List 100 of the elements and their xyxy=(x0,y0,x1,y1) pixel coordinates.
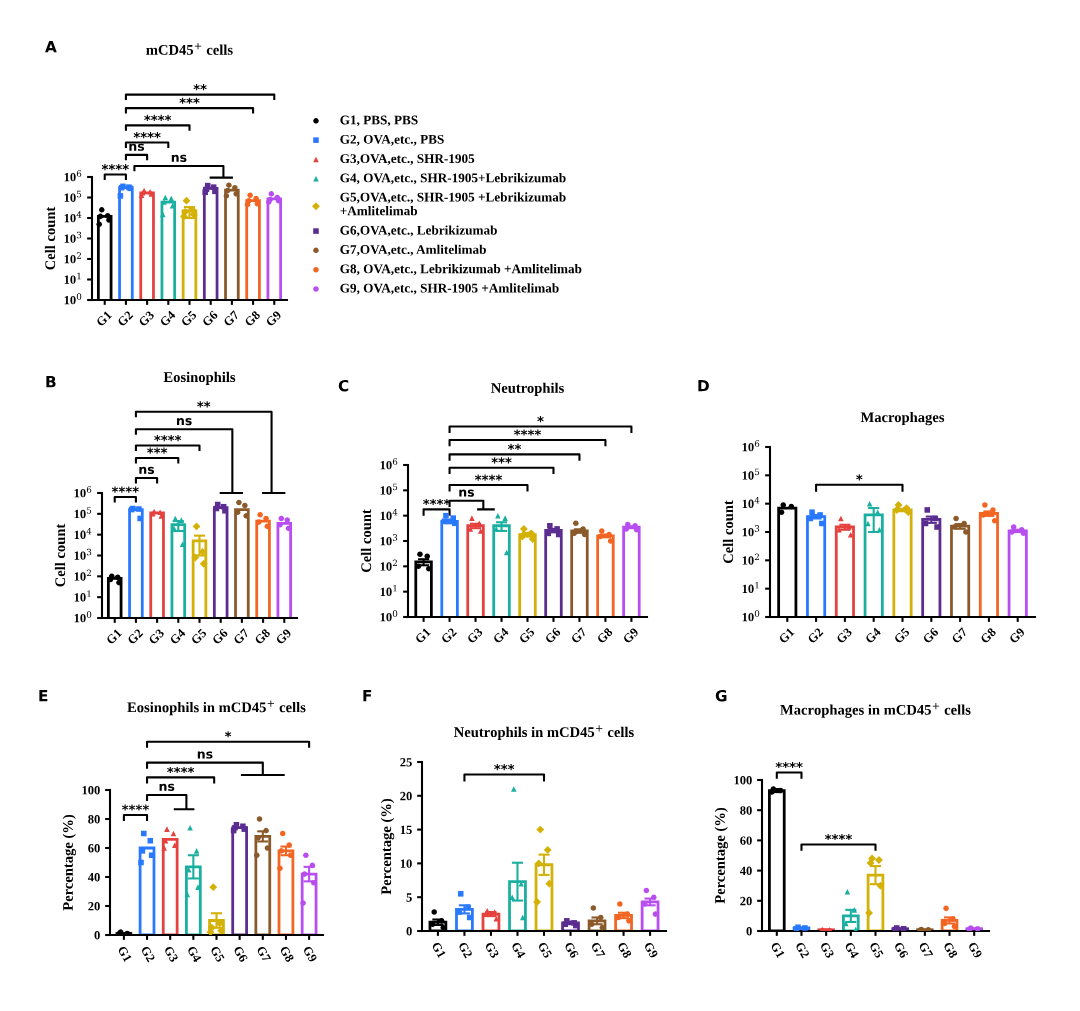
text: A xyxy=(45,41,57,53)
y-tick-label: 20 xyxy=(88,902,100,911)
y-tick-label: 10$^{1}$ xyxy=(74,590,91,602)
x-tick-label: G6 xyxy=(211,628,229,645)
legend-label: G7,OVA,etc., Amlitelimab xyxy=(340,244,486,256)
y-tick-label: 80 xyxy=(740,806,752,815)
x-tick-label: G8 xyxy=(254,628,271,645)
x-tick-label: G9 xyxy=(622,627,639,644)
text: **** xyxy=(101,164,129,171)
x-tick-label: G5 xyxy=(537,941,553,959)
x-tick-label: G4 xyxy=(159,310,176,327)
y-tick-label: 40 xyxy=(739,866,752,876)
text: *** xyxy=(179,97,200,104)
x-tick-label: G6 xyxy=(922,627,939,644)
y-tick-label: 10$^{3}$ xyxy=(380,534,398,546)
x-tick-label: G1 xyxy=(770,941,786,959)
legend-label: G5,OVA,etc., SHR-1905 +Lebrikizumab +Amlitelimab xyxy=(340,192,566,216)
chart-title: Neutrophils xyxy=(491,382,564,396)
x-tick-label: G5 xyxy=(893,627,911,644)
y-tick-label: 10$^{5}$ xyxy=(742,468,760,480)
x-tick-label: G6 xyxy=(544,627,562,644)
legend-label: G6,OVA,etc., Lebrikizumab xyxy=(340,225,497,237)
y-tick-label: 10$^{0}$ xyxy=(74,611,92,623)
text: *** xyxy=(147,447,168,454)
y-axis-title: Cell count xyxy=(360,509,372,573)
x-tick-label: G6 xyxy=(201,310,219,327)
y-tick-label: 10$^{2}$ xyxy=(74,569,91,581)
annotation: **** xyxy=(121,804,149,811)
x-tick-label: G6 xyxy=(893,941,909,959)
x-tick-label: G7 xyxy=(256,945,272,963)
chart-title: mCD45$^{+}$ cells xyxy=(146,42,233,55)
x-tick-label: G7 xyxy=(951,627,968,644)
x-tick-label: G1 xyxy=(95,310,113,327)
x-tick-label: G2 xyxy=(116,310,134,327)
x-tick-label: G7 xyxy=(232,628,250,645)
x-tick-label: G1 xyxy=(431,941,447,959)
x-tick-label: G3 xyxy=(819,941,835,959)
text: D xyxy=(698,380,709,392)
x-tick-label: G4 xyxy=(511,941,526,959)
text: G xyxy=(715,689,727,702)
text: **** xyxy=(133,132,161,139)
x-tick-label: G3 xyxy=(138,310,155,327)
y-tick-label: 10$^{6}$ xyxy=(742,440,760,452)
annotation: ns xyxy=(459,489,475,497)
y-tick-label: 10$^{4}$ xyxy=(380,508,398,521)
text: **** xyxy=(167,766,195,774)
y-tick-label: 15 xyxy=(400,825,412,835)
y-tick-label: 100 xyxy=(734,776,752,785)
y-tick-label: 10$^{0}$ xyxy=(380,610,398,622)
x-tick-label: G9 xyxy=(302,945,318,963)
y-tick-label: 10$^{5}$ xyxy=(74,507,92,519)
x-tick-label: G7 xyxy=(570,627,588,644)
annotation: * xyxy=(856,474,863,481)
y-tick-label: 10$^{4}$ xyxy=(64,211,82,223)
y-tick-label: 10$^{0}$ xyxy=(742,610,760,622)
text: ** xyxy=(197,401,211,408)
annotation: **** xyxy=(475,474,503,481)
annotation: **** xyxy=(423,498,451,506)
chart-title: Macrophages xyxy=(860,411,945,426)
y-tick-label: 10$^{3}$ xyxy=(64,231,82,243)
y-tick-label: 80 xyxy=(88,815,100,824)
y-tick-label: 10$^{1}$ xyxy=(742,581,759,594)
text: **** xyxy=(775,761,803,769)
y-tick-label: 10$^{0}$ xyxy=(64,293,82,305)
text: *** xyxy=(491,457,512,464)
y-axis-title: Percentage (%) xyxy=(714,807,728,904)
y-tick-label: 0 xyxy=(746,927,752,936)
legend-label: G9, OVA,etc., SHR-1905 +Amlitelimab xyxy=(340,283,559,295)
x-tick-label: G5 xyxy=(180,310,198,327)
y-tick-label: 20 xyxy=(400,791,412,801)
y-tick-label: 0 xyxy=(406,927,412,936)
x-tick-label: G2 xyxy=(140,945,156,963)
chart-title: Eosinophils xyxy=(163,371,236,385)
y-tick-label: 10$^{6}$ xyxy=(74,486,92,498)
x-tick-label: G5 xyxy=(210,945,225,963)
x-tick-label: G8 xyxy=(279,945,295,963)
x-tick-label: G9 xyxy=(265,310,282,327)
y-tick-label: 10$^{2}$ xyxy=(742,553,759,565)
x-tick-label: G1 xyxy=(117,945,133,963)
x-tick-label: G2 xyxy=(440,627,458,644)
x-tick-label: G8 xyxy=(244,310,261,327)
y-tick-label: 0 xyxy=(94,931,100,940)
y-tick-label: 10$^{2}$ xyxy=(64,252,81,264)
x-tick-label: G8 xyxy=(979,627,997,644)
text: **** xyxy=(154,435,182,442)
x-tick-label: G6 xyxy=(233,945,249,963)
x-tick-label: G4 xyxy=(492,627,510,644)
text: **** xyxy=(144,114,172,121)
x-tick-label: G4 xyxy=(864,627,882,644)
chart-title: Eosinophils in mCD45$^{+}$ cells xyxy=(127,700,306,716)
y-tick-label: 25 xyxy=(400,758,412,767)
y-tick-label: 10$^{5}$ xyxy=(380,483,398,495)
legend-label: G1, PBS, PBS xyxy=(340,115,418,127)
chart-title: Macrophages in mCD45$^{+}$ cells xyxy=(780,702,971,718)
y-tick-label: 10$^{3}$ xyxy=(74,548,92,560)
x-tick-label: G3 xyxy=(163,945,179,963)
text: ns xyxy=(197,751,213,759)
x-tick-label: G5 xyxy=(190,628,208,645)
text: ns xyxy=(129,143,145,151)
text: ns xyxy=(177,418,192,426)
